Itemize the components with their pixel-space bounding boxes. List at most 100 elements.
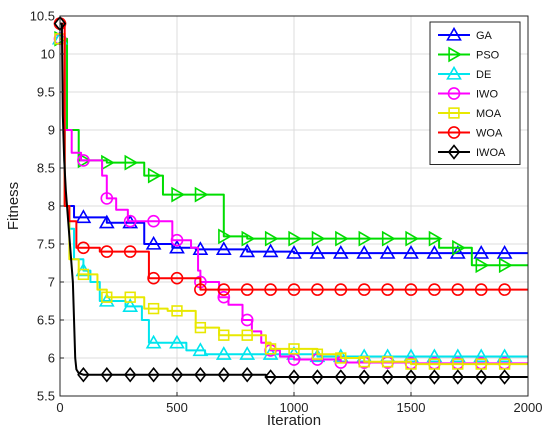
y-tick-label: 6.5 — [37, 313, 55, 328]
series-line-ga — [60, 37, 528, 255]
data-point-pso — [124, 154, 139, 171]
data-point-woa — [381, 283, 394, 296]
data-point-iwoa — [357, 369, 371, 385]
y-tick-label: 10 — [41, 47, 55, 62]
data-point-iwoa — [498, 369, 511, 385]
data-point-ga — [309, 245, 326, 259]
legend-item-de: DE — [438, 65, 491, 81]
data-point-moa — [194, 321, 207, 334]
data-point-de — [496, 348, 513, 363]
data-point-iwoa — [334, 369, 348, 385]
data-point-pso — [381, 230, 396, 247]
data-point-ga — [239, 243, 256, 258]
legend: GA PSO DE IWO MOA WOA IWOA — [429, 21, 521, 165]
x-tick-label: 2000 — [514, 400, 543, 415]
data-point-de — [98, 292, 115, 307]
data-point-de — [473, 348, 490, 363]
data-point-iwoa — [311, 369, 324, 385]
data-point-woa — [123, 245, 137, 258]
legend-item-ga: GA — [438, 26, 493, 42]
data-point-iwo — [147, 214, 160, 228]
legend-swatch-marker — [448, 107, 460, 119]
data-point-pso — [218, 228, 232, 245]
data-point-iwoa — [287, 369, 301, 385]
data-point-iwoa — [264, 369, 277, 385]
data-point-pso — [475, 257, 490, 274]
data-point-de — [215, 346, 232, 360]
data-point-ga — [98, 214, 115, 229]
data-point-ga — [169, 239, 185, 254]
data-point-pso — [452, 239, 466, 256]
series-ga — [52, 30, 528, 259]
legend-label: PSO — [476, 50, 500, 62]
y-tick-label: 10.5 — [30, 9, 55, 24]
data-point-woa — [194, 283, 207, 296]
data-point-iwoa — [217, 366, 231, 383]
data-point-iwo — [77, 154, 90, 167]
data-point-iwoa — [194, 366, 207, 383]
data-point-de — [145, 334, 162, 349]
data-point-ga — [145, 235, 162, 250]
data-point-woa — [498, 283, 511, 296]
y-tick-label: 5.5 — [37, 389, 55, 404]
data-point-iwoa — [100, 366, 114, 383]
data-point-iwo — [170, 233, 184, 247]
data-point-ga — [332, 245, 349, 259]
data-point-de — [122, 298, 139, 312]
y-tick-label: 8 — [48, 199, 55, 214]
legend-swatch-marker — [447, 144, 461, 160]
data-point-pso — [171, 186, 186, 203]
series-line-woa — [60, 22, 528, 291]
data-point-iwo — [240, 313, 254, 327]
series-line-moa — [60, 37, 528, 366]
data-point-iwoa — [381, 369, 394, 385]
data-point-ga — [262, 243, 279, 258]
y-tick-label: 8.5 — [37, 161, 55, 176]
data-point-iwoa — [474, 369, 488, 385]
legend-label: WOA — [476, 128, 503, 140]
data-point-iwoa — [123, 366, 137, 383]
data-point-woa — [311, 283, 324, 296]
legend-item-woa: WOA — [438, 126, 503, 140]
data-point-moa — [101, 291, 113, 303]
series-layer — [52, 15, 528, 385]
data-point-pso — [288, 230, 303, 247]
data-point-woa — [100, 245, 114, 258]
data-point-moa — [335, 352, 347, 364]
data-point-moa — [381, 356, 394, 368]
data-point-de — [192, 342, 209, 357]
x-tick-label: 500 — [166, 400, 188, 415]
legend-swatch-marker — [448, 46, 463, 63]
data-point-ga — [496, 245, 513, 259]
data-point-moa — [147, 302, 160, 315]
y-tick-label: 7.5 — [37, 237, 55, 252]
y-tick-label: 6 — [48, 351, 55, 366]
data-point-ga — [75, 209, 92, 224]
series-iwoa — [53, 15, 528, 385]
data-point-woa — [287, 283, 301, 296]
data-point-woa — [357, 283, 371, 296]
data-point-woa — [428, 283, 441, 296]
tick-labels: 0 500 1000 1500 2000 5.5 6 6.5 7 7.5 8 8.5 9 9.5 10 10.… — [30, 9, 543, 416]
data-point-de — [239, 346, 256, 360]
data-point-pso — [241, 230, 256, 247]
data-point-pso — [194, 186, 209, 203]
x-tick-label: 1000 — [280, 400, 309, 415]
data-point-pso — [335, 230, 349, 247]
data-point-moa — [218, 329, 230, 341]
data-point-de — [169, 334, 185, 349]
data-point-iwoa — [428, 369, 441, 385]
data-point-moa — [428, 358, 441, 370]
x-axis-label: Iteration — [267, 412, 321, 429]
data-point-iwo — [217, 290, 231, 304]
y-tick-label: 9.5 — [37, 85, 55, 100]
data-point-iwoa — [77, 366, 90, 383]
data-point-iwoa — [170, 366, 184, 383]
data-point-ga — [379, 245, 396, 259]
legend-swatch-marker — [447, 87, 461, 100]
data-point-woa — [240, 283, 254, 296]
grid — [59, 15, 529, 397]
data-point-moa — [498, 358, 511, 370]
y-tick-label: 7 — [48, 275, 55, 290]
